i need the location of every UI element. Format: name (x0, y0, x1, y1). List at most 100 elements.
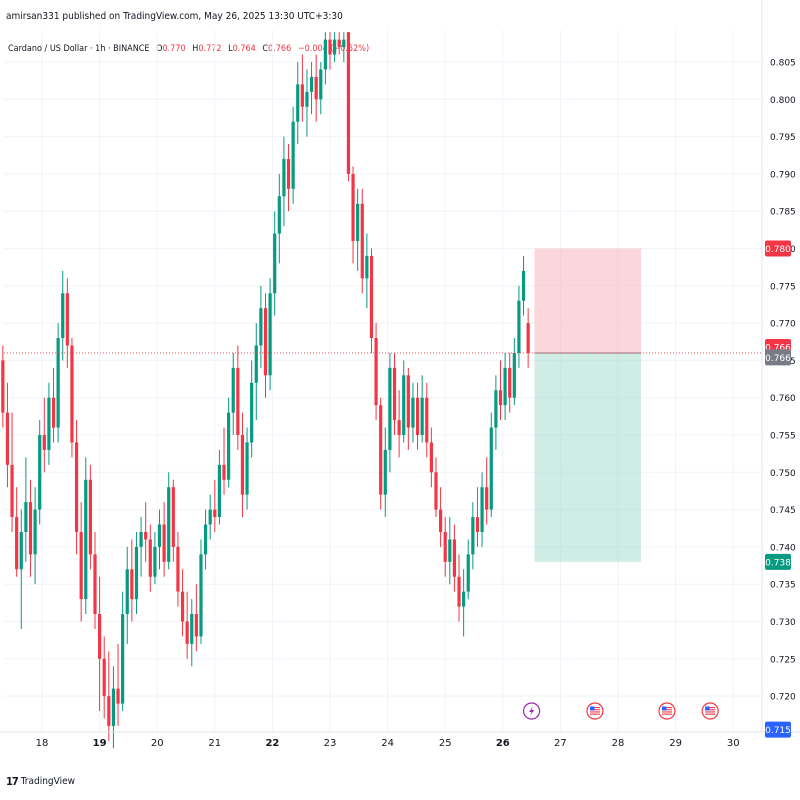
candle-body (199, 554, 203, 637)
us-flag-icon[interactable] (586, 702, 604, 720)
candle-body (498, 390, 503, 406)
price-badge-label: 0.715 (765, 726, 791, 736)
candle-body (116, 688, 120, 704)
candle-body (443, 531, 447, 562)
candle-body (227, 412, 231, 480)
price-badge-label: 0.766 (765, 343, 791, 353)
candle-body (194, 614, 198, 637)
event-icons[interactable] (522, 702, 719, 720)
candle-body (286, 158, 291, 189)
candle-body (125, 569, 129, 615)
tradingview-brand: TradingView (20, 776, 75, 787)
candle-body (462, 591, 466, 607)
axes[interactable]: 0.805 0.800 0.795 0.790 0.785 0.780 0.775 0.770… (0, 0, 800, 749)
candle-body (457, 576, 461, 607)
candle-body (397, 420, 401, 435)
candle-body (1, 360, 5, 413)
y-tick-label: 0.750 (770, 469, 796, 479)
y-tick-label: 0.725 (770, 655, 796, 665)
us-flag-icon[interactable] (658, 702, 676, 720)
y-tick-label: 0.735 (770, 581, 796, 591)
x-tick-label: 24 (381, 738, 394, 749)
candle-body (402, 375, 406, 435)
candle-body (222, 464, 226, 480)
candle-body (157, 524, 162, 547)
y-tick-label: 0.740 (770, 543, 796, 553)
candle-body (517, 300, 521, 353)
price-badge-bg (765, 721, 791, 738)
candle-body (15, 517, 19, 570)
candle-body (203, 524, 208, 555)
candle-body (351, 173, 355, 242)
candle-body (438, 509, 443, 532)
candle-body (139, 531, 143, 547)
candle-body (148, 539, 152, 577)
candle-body (383, 449, 387, 495)
candle-body (42, 435, 46, 450)
candle-body (111, 688, 116, 726)
candle-body (51, 397, 56, 428)
candle-body (452, 539, 457, 577)
stop-loss-zone[interactable] (534, 248, 642, 353)
price-badge: 0.780 (765, 240, 791, 257)
candle-body (485, 487, 489, 510)
candle-body (185, 621, 189, 644)
candle-body (356, 203, 360, 242)
candle-body (420, 397, 424, 435)
y-tick-label: 0.770 (770, 320, 796, 330)
candle-body (333, 39, 337, 55)
candle-body (231, 367, 235, 413)
published-line: amirsan331 published on TradingView.com,… (6, 11, 343, 22)
candle-body (337, 39, 341, 48)
candle-body (213, 509, 217, 518)
candle-body (342, 39, 346, 48)
tradingview-logo-icon: 17 (6, 775, 19, 788)
candle-body (425, 397, 429, 443)
candle-body (291, 121, 295, 189)
candle-body (162, 524, 166, 562)
candle-body (273, 233, 277, 294)
x-tick-label: 21 (208, 738, 221, 749)
y-tick-label: 0.720 (770, 693, 796, 703)
candle-body (411, 397, 415, 428)
candle-body (471, 517, 475, 555)
candle-body (65, 293, 69, 346)
price-badge-label: 0.766 (765, 354, 791, 364)
x-tick-label: 25 (439, 738, 452, 749)
candle-body (429, 442, 433, 473)
candle-body (134, 546, 139, 600)
low-label: L (228, 44, 233, 54)
candle-body (107, 696, 111, 726)
candle-body (167, 487, 171, 562)
price-badge-label: 0.738 (765, 558, 791, 568)
candle-body (38, 435, 42, 510)
candle-body (263, 308, 268, 376)
candle-body (503, 367, 507, 406)
y-tick-label: 0.745 (770, 506, 796, 516)
price-badge: 0.766 (765, 349, 791, 366)
us-flag-icon[interactable] (701, 702, 719, 720)
lightning-icon[interactable] (522, 702, 541, 720)
candle-body (282, 158, 286, 197)
long-position-tool[interactable] (534, 248, 642, 562)
candle-body (406, 375, 410, 428)
take-profit-zone[interactable] (534, 352, 642, 562)
candle-body (379, 405, 383, 495)
symbol-name[interactable]: Cardano / US Dollar · 1h · BINANCE (8, 44, 150, 54)
candle-body (84, 479, 88, 600)
candle-body (10, 464, 14, 518)
candle-body (319, 69, 323, 100)
y-tick-label: 0.730 (770, 618, 796, 628)
candle-body (171, 487, 175, 547)
candle-body (323, 39, 327, 70)
price-badge-bg (765, 553, 791, 570)
candle-body (328, 39, 332, 55)
open-label: O (156, 44, 163, 54)
candle-body (526, 323, 530, 353)
price-badge-bg (765, 349, 791, 366)
x-tick-label: 23 (324, 738, 337, 749)
high-label: H (192, 44, 199, 54)
candle-body (144, 531, 148, 540)
candle-body (180, 591, 185, 622)
